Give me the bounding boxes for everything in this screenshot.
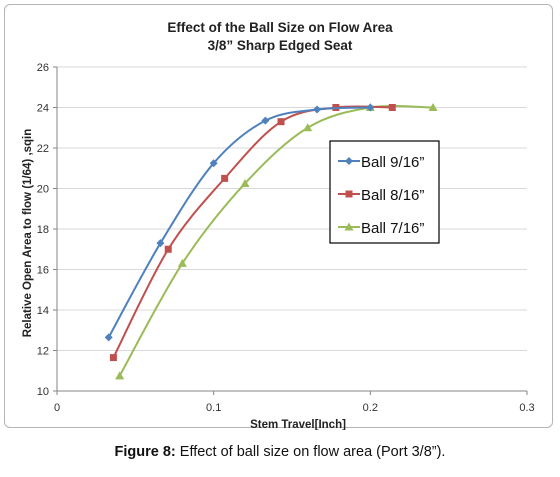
x-tick-label: 0.3 — [519, 402, 534, 414]
data-point-s0-0 — [104, 333, 113, 342]
data-point-s2-0 — [115, 371, 125, 380]
line-chart: 10 12 14 16 18 20 22 24 26 0 0.1 0.2 0.3 Stem Travel[… — [22, 62, 535, 430]
data-point-s1-5 — [388, 104, 396, 111]
y-tick-label: 18 — [37, 224, 49, 236]
x-tick-label: 0.2 — [363, 402, 378, 414]
y-tick-label: 14 — [37, 305, 49, 317]
legend-label-0: Ball 9/16” — [361, 154, 424, 171]
legend-marker-0 — [345, 157, 353, 165]
y-axis-title: Relative Open Area to flow (1/64) ,sqin — [22, 129, 34, 338]
y-tick-label: 26 — [37, 62, 49, 74]
data-point-s2-1 — [177, 258, 187, 267]
data-point-s0-2 — [209, 159, 218, 168]
y-tick-label: 16 — [37, 265, 49, 277]
y-tick-label: 22 — [37, 143, 49, 155]
data-point-s0-5 — [366, 103, 375, 112]
figure-caption: Figure 8: Effect of ball size on flow ar… — [0, 444, 560, 460]
caption-label: Figure 8: — [114, 444, 176, 460]
chart-subtitle: 3/8” Sharp Edged Seat — [207, 38, 353, 53]
x-axis-title: Stem Travel[Inch] — [250, 419, 346, 430]
data-point-s0-3 — [261, 116, 270, 125]
legend-label-2: Ball 7/16” — [361, 220, 424, 237]
y-tick-label: 20 — [37, 184, 49, 196]
data-point-s1-2 — [221, 174, 229, 182]
chart-frame — [4, 4, 553, 428]
y-tick-label: 24 — [37, 103, 49, 115]
y-tick-label: 12 — [37, 346, 49, 358]
legend-marker-2 — [344, 222, 354, 231]
data-point-s1-1 — [164, 245, 172, 253]
data-point-s2-2 — [240, 178, 250, 187]
data-point-s2-3 — [303, 123, 313, 132]
chart-title: Effect of the Ball Size on Flow Area — [167, 20, 393, 35]
data-point-s0-1 — [156, 239, 165, 248]
data-point-s1-0 — [109, 354, 117, 362]
legend-marker-1 — [345, 190, 353, 198]
data-point-s1-3 — [277, 118, 285, 126]
caption-text: Effect of ball size on flow area (Port 3… — [175, 444, 446, 460]
data-point-s0-4 — [313, 105, 322, 114]
x-tick-label: 0.1 — [206, 402, 221, 414]
legend-label-1: Ball 8/16” — [361, 187, 424, 204]
x-tick-label: 0 — [54, 402, 60, 414]
y-tick-label: 10 — [37, 386, 49, 398]
data-point-s2-5 — [428, 103, 438, 111]
